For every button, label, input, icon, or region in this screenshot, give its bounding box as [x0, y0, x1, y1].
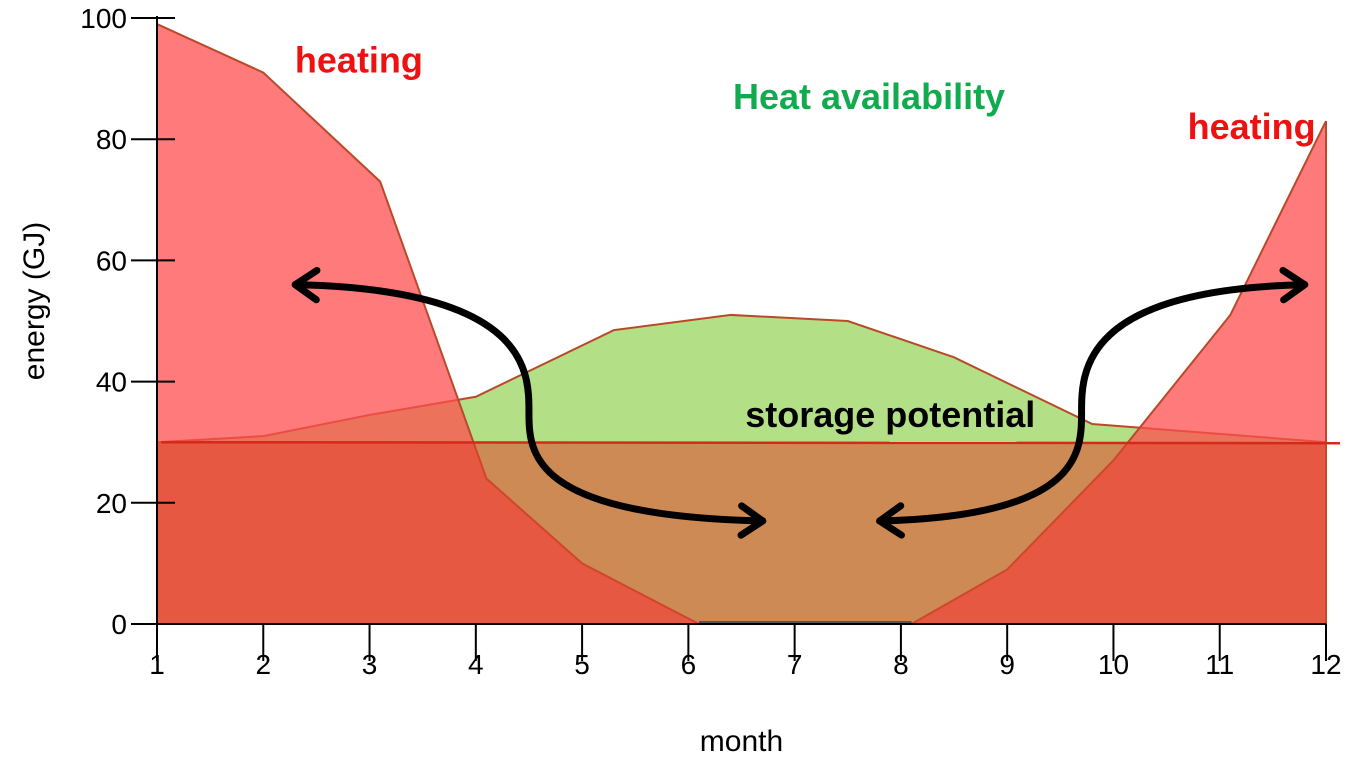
y-tick-label: 60 [96, 245, 127, 276]
annotation-layer: heating Heat availability heating storage p… [295, 39, 1316, 435]
x-axis-title: month [700, 725, 783, 757]
annotation-storage-potential: storage potential [745, 394, 1035, 435]
annotation-heat-availability: Heat availability [733, 76, 1005, 117]
base-load-line [160, 440, 1341, 445]
storage-arrow-right-head-top [1279, 266, 1309, 304]
storage-arrow-right [876, 281, 1309, 525]
x-tick-label: 5 [574, 649, 590, 680]
y-axis-title: energy (GJ) [18, 222, 51, 380]
x-tick-label: 6 [681, 649, 697, 680]
y-tick-label: 40 [96, 367, 127, 398]
storage-arrow-left-head-top [291, 266, 321, 304]
annotation-heating-left: heating [295, 39, 423, 80]
storage-arrow-right-head-bottom [876, 502, 905, 539]
x-tick-label: 7 [787, 649, 803, 680]
x-tick-label: 1 [149, 649, 165, 680]
x-tick-label: 10 [1098, 649, 1129, 680]
x-tick-label: 11 [1205, 649, 1234, 680]
storage-arrow-left-head-bottom [737, 502, 767, 539]
area-layer [156, 23, 1341, 625]
x-tick-label: 8 [893, 649, 909, 680]
annotation-heating-right: heating [1188, 106, 1316, 147]
x-tick-label: 2 [255, 649, 271, 680]
y-tick-label: 100 [80, 3, 127, 34]
x-tick-label: 12 [1310, 649, 1341, 680]
storage-arrow-left [291, 281, 767, 525]
x-tick-label: 3 [362, 649, 378, 680]
y-tick-label: 80 [96, 124, 127, 155]
x-tick-label: 9 [999, 649, 1015, 680]
arrow-layer [291, 266, 1309, 539]
x-tick-label: 4 [468, 649, 484, 680]
y-tick-label: 0 [111, 609, 127, 640]
y-tick-label: 20 [96, 488, 127, 519]
